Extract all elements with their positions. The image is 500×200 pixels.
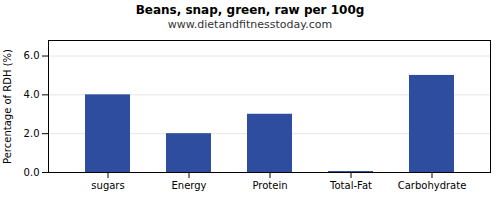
svg-text:Percentage of RDH (%): Percentage of RDH (%): [2, 49, 13, 164]
html-text:Beans, snap, green, raw per 10: Beans, snap, green, raw per 100g: [135, 3, 365, 17]
svg-text:0.0: 0.0: [24, 167, 40, 178]
svg-text:6.0: 6.0: [24, 50, 40, 61]
svg-text:Total-Fat: Total-Fat: [329, 180, 372, 191]
html-text:www.dietandfitnesstoday.com: www.dietandfitnesstoday.com: [167, 18, 333, 31]
svg-text:Carbohydrate: Carbohydrate: [398, 180, 467, 191]
svg-text:2.0: 2.0: [24, 128, 40, 139]
svg-text:sugars: sugars: [91, 180, 124, 191]
svg-text:Energy: Energy: [171, 180, 206, 191]
svg-text:Protein: Protein: [252, 180, 287, 191]
svg-text:4.0: 4.0: [24, 89, 40, 100]
